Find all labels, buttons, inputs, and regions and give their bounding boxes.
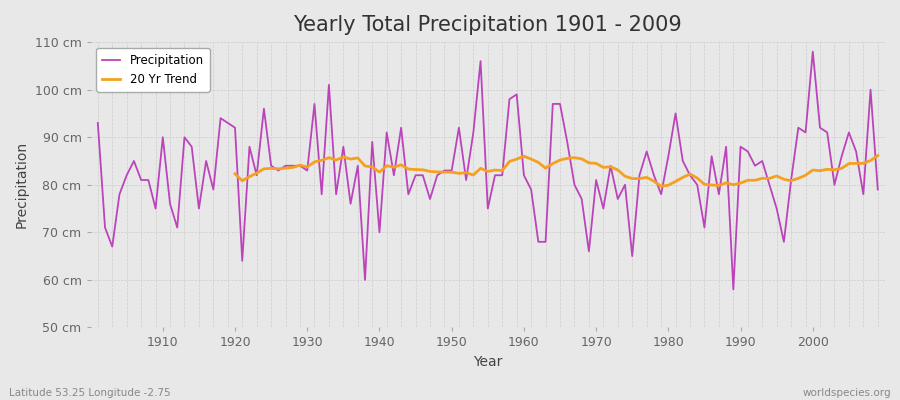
X-axis label: Year: Year — [473, 355, 502, 369]
Legend: Precipitation, 20 Yr Trend: Precipitation, 20 Yr Trend — [96, 48, 210, 92]
Title: Yearly Total Precipitation 1901 - 2009: Yearly Total Precipitation 1901 - 2009 — [293, 15, 682, 35]
Text: Latitude 53.25 Longitude -2.75: Latitude 53.25 Longitude -2.75 — [9, 388, 171, 398]
Text: worldspecies.org: worldspecies.org — [803, 388, 891, 398]
Y-axis label: Precipitation: Precipitation — [15, 141, 29, 228]
